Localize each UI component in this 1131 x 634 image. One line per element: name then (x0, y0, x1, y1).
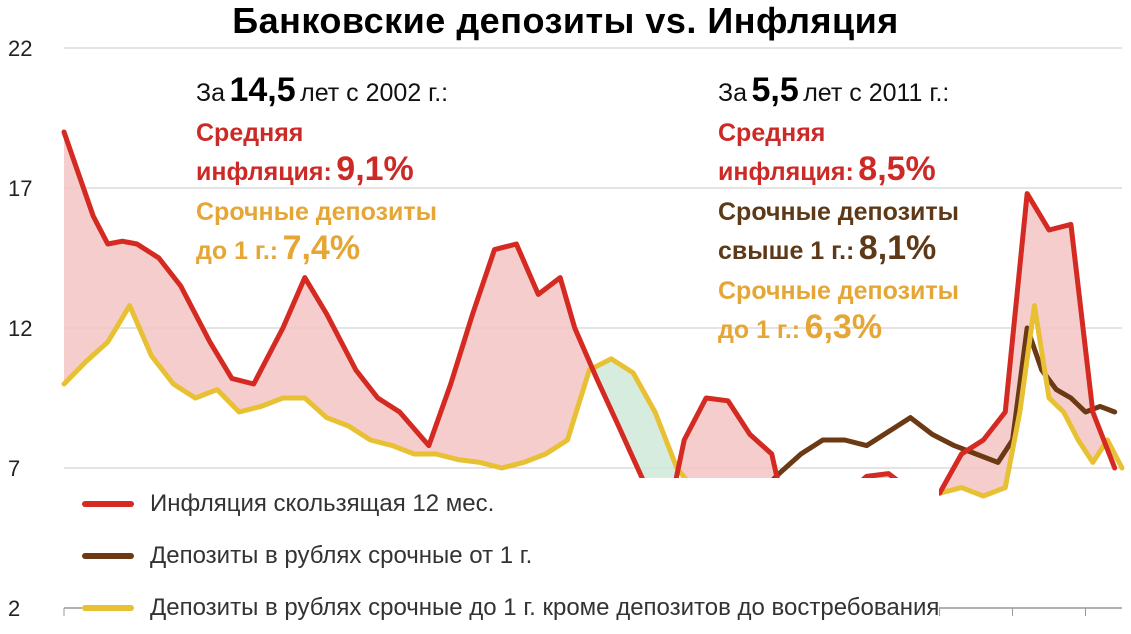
left-short-value: 7,4% (282, 229, 361, 267)
right-prefix: За (718, 79, 748, 107)
fill-inflation-above-0 (64, 132, 593, 468)
y-tick-label-7: 7 (8, 456, 20, 481)
legend-label-deposits-short: Депозиты в рублях срочные до 1 г. кроме … (150, 594, 940, 621)
left-inflation-label-2: инфляция: (196, 158, 332, 186)
right-years: 5,5 (751, 71, 799, 109)
left-short-label-1: Срочные депозиты (196, 198, 437, 226)
right-short-label-2: до 1 г.: (718, 316, 801, 344)
legend-swatch-inflation (82, 501, 134, 507)
legend-item-deposits-long: Депозиты в рублях срочные от 1 г. (82, 530, 939, 582)
right-long-value: 8,1% (858, 229, 937, 267)
left-prefix: За (196, 79, 226, 107)
chart-title: Банковские депозиты vs. Инфляция (232, 0, 899, 41)
annotation-right: За 5,5 лет с 2011 г.: Средняя инфляция: … (718, 72, 959, 352)
fill-deposits-above-1 (593, 358, 677, 510)
line-deposits-short (61, 303, 1125, 519)
fill-inflation-above-4 (850, 193, 1105, 496)
y-tick-label-17: 17 (8, 176, 32, 201)
left-suffix: лет с 2002 г.: (300, 79, 449, 107)
y-tick-label-22: 22 (8, 36, 32, 61)
right-suffix: лет с 2011 г.: (803, 79, 950, 107)
left-short-label-2: до 1 г.: (196, 237, 279, 265)
right-short-value: 6,3% (804, 308, 883, 346)
left-inflation-label-1: Средняя (196, 119, 304, 147)
right-inflation-label-1: Средняя (718, 119, 826, 147)
right-inflation-value: 8,5% (858, 150, 936, 188)
legend-item-inflation: Инфляция скользящая 12 мес. (82, 478, 939, 530)
right-long-label-1: Срочные депозиты (718, 198, 959, 226)
line-inflation (61, 129, 1118, 563)
legend-label-deposits-long: Депозиты в рублях срочные от 1 г. (150, 542, 533, 569)
legend-swatch-deposits-short (82, 605, 134, 611)
right-short-label-1: Срочные депозиты (718, 277, 959, 305)
legend-swatch-deposits-long (82, 553, 134, 559)
left-years: 14,5 (229, 71, 296, 109)
y-tick-label-12: 12 (8, 316, 32, 341)
right-long-label-2: свыше 1 г.: (718, 237, 855, 265)
annotation-left: За 14,5 лет с 2002 г.: Средняя инфляция:… (196, 72, 448, 273)
y-tick-label-2: 2 (8, 596, 20, 621)
right-inflation-label-2: инфляция: (718, 158, 854, 186)
legend-label-inflation: Инфляция скользящая 12 мес. (150, 490, 495, 517)
legend: Инфляция скользящая 12 мес. Депозиты в р… (82, 478, 940, 634)
left-inflation-value: 9,1% (336, 150, 414, 188)
legend-item-deposits-short: Депозиты в рублях срочные до 1 г. кроме … (82, 582, 939, 634)
